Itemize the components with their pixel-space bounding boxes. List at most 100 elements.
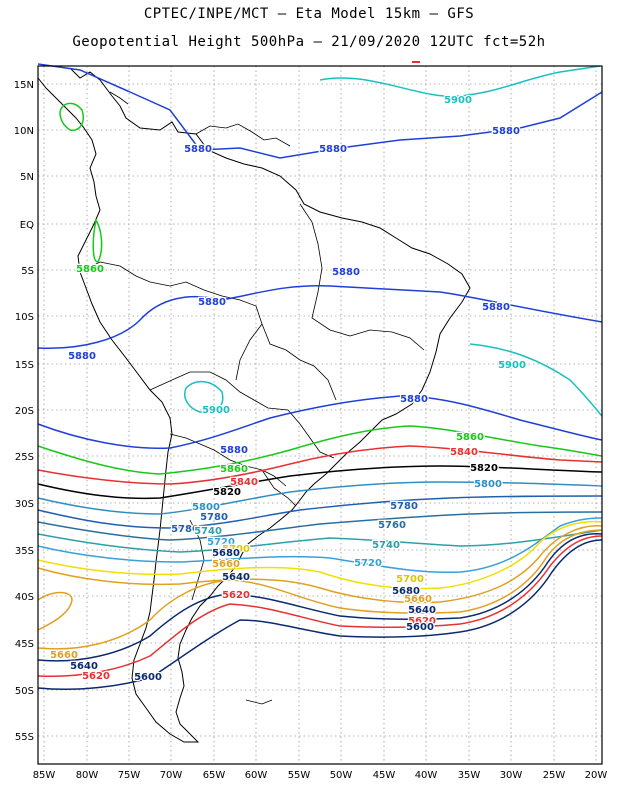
contour-label: 5760 xyxy=(378,520,406,531)
contour-label: 5820 xyxy=(213,487,241,498)
contour-5720 xyxy=(37,517,603,574)
contour-5660 xyxy=(37,591,73,631)
lon-tick-label: 75W xyxy=(118,770,141,781)
lon-tick-label: 60W xyxy=(245,770,268,781)
lat-tick-label: 45S xyxy=(15,639,34,650)
contour-label: 5740 xyxy=(372,540,400,551)
contour-5820 xyxy=(37,465,603,500)
contour-label: 5840 xyxy=(230,477,258,488)
lat-tick-label: 50S xyxy=(15,686,34,697)
contour-label: 5880 xyxy=(319,144,347,155)
contour-label: 5680 xyxy=(212,548,240,559)
graticule xyxy=(38,66,602,764)
contour-label: 5880 xyxy=(68,351,96,362)
contour-label: 5880 xyxy=(492,126,520,137)
lon-tick-label: 25W xyxy=(543,770,566,781)
lon-tick-label: 65W xyxy=(203,770,226,781)
contour-5880 xyxy=(37,63,603,159)
axis-ticks: 15N 10N 5N EQ 5S 10S 15S 20S 25S 30S 35S 40S 45S 50S 5… xyxy=(14,80,608,781)
contour-label: 5660 xyxy=(212,559,240,570)
lon-tick-label: 85W xyxy=(33,770,56,781)
lon-tick-label: 30W xyxy=(500,770,523,781)
contour-5700 xyxy=(37,520,603,590)
lon-tick-label: 40W xyxy=(415,770,438,781)
contour-label: 5720 xyxy=(207,537,235,548)
contour-label: 5880 xyxy=(220,445,248,456)
lon-tick-label: 70W xyxy=(160,770,183,781)
lat-tick-label: 55S xyxy=(15,732,34,743)
contour-label: 5700 xyxy=(222,544,250,555)
lat-tick-label: 15N xyxy=(14,80,34,91)
contour-label: 5640 xyxy=(222,572,250,583)
contour-5620 xyxy=(37,535,603,678)
lat-tick-label: EQ xyxy=(20,220,34,231)
contour-label: 5860 xyxy=(220,464,248,475)
lat-tick-label: 5S xyxy=(21,266,34,277)
contour-label: 5700 xyxy=(396,574,424,585)
lon-tick-label: 55W xyxy=(288,770,311,781)
map-subtitle: Geopotential Height 500hPa – 21/09/2020 … xyxy=(72,34,546,50)
contour-5860 xyxy=(92,217,103,263)
contour-label: 5900 xyxy=(444,95,472,106)
lon-tick-label: 50W xyxy=(330,770,353,781)
contour-label: 5660 xyxy=(50,650,78,661)
contour-5780 xyxy=(37,495,603,529)
contour-5760 xyxy=(37,511,603,541)
contour-label: 5620 xyxy=(222,590,250,601)
map-title: CPTEC/INPE/MCT – Eta Model 15km – GFS xyxy=(143,6,475,22)
contour-5900 xyxy=(469,343,603,417)
lat-tick-label: 15S xyxy=(15,360,34,371)
contour-label: 5740 xyxy=(194,526,222,537)
contour-label: 5800 xyxy=(474,479,502,490)
contour-5640 xyxy=(37,533,603,662)
contour-5880 xyxy=(37,285,603,349)
lat-tick-label: 40S xyxy=(15,592,34,603)
lat-tick-label: 25S xyxy=(15,452,34,463)
lon-tick-label: 80W xyxy=(76,770,99,781)
contour-label: 5880 xyxy=(198,297,226,308)
contour-label: 5620 xyxy=(82,671,110,682)
contour-label: 5600 xyxy=(134,672,162,683)
coastline xyxy=(37,61,471,743)
contour-5900 xyxy=(59,102,84,131)
contour-label: 5880 xyxy=(332,267,360,278)
lat-tick-label: 5N xyxy=(20,172,34,183)
contour-5800 xyxy=(37,481,603,515)
contour-5660 xyxy=(37,529,603,650)
lat-tick-label: 35S xyxy=(15,546,34,557)
contour-label: 5600 xyxy=(406,622,434,633)
contour-label: 5780 xyxy=(390,501,418,512)
contour-label: 5860 xyxy=(76,264,104,275)
contour-5680 xyxy=(37,525,603,604)
contour-lines xyxy=(37,63,603,690)
contour-label: 5900 xyxy=(202,405,230,416)
contour-label: 5880 xyxy=(184,144,212,155)
contour-label: 5620 xyxy=(408,616,436,627)
contour-5740 xyxy=(37,529,603,553)
contour-label: 5880 xyxy=(400,394,428,405)
contour-label: 5720 xyxy=(354,558,382,569)
contour-5900 xyxy=(319,65,601,98)
contour-label: 5640 xyxy=(70,661,98,672)
contour-labels: 5900 5880 5880 5880 5880 5880 5880 5880 5880 5880… xyxy=(49,94,527,685)
contour-label: 5780 xyxy=(200,512,228,523)
contour-label: 5840 xyxy=(450,447,478,458)
lat-tick-label: 30S xyxy=(15,499,34,510)
contour-label: 5820 xyxy=(470,463,498,474)
contour-label: 5880 xyxy=(482,302,510,313)
map-frame xyxy=(37,65,603,765)
contour-label: 5680 xyxy=(392,586,420,597)
contour-5880 xyxy=(37,395,603,450)
lon-tick-label: 35W xyxy=(458,770,481,781)
lat-tick-label: 10S xyxy=(15,312,34,323)
lon-tick-label: 20W xyxy=(585,770,608,781)
contour-5600 xyxy=(37,539,603,690)
contour-5840 xyxy=(37,445,603,485)
contour-5900 xyxy=(184,380,224,414)
lat-tick-label: 20S xyxy=(15,406,34,417)
contour-label: 5780 xyxy=(171,524,199,535)
contour-5860 xyxy=(37,425,603,475)
lon-tick-label: 45W xyxy=(373,770,396,781)
contour-label: 5640 xyxy=(408,605,436,616)
